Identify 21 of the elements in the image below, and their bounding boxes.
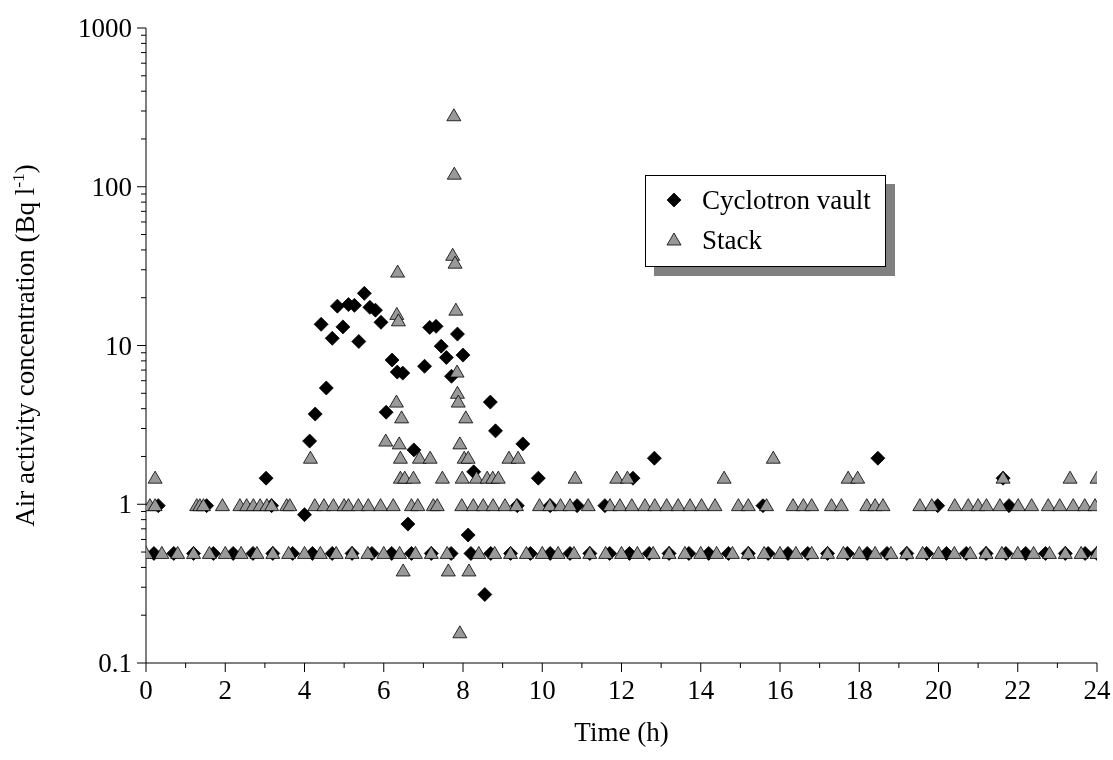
y-tick-label: 0.1 [98,648,132,678]
x-tick-label: 24 [1083,675,1111,705]
x-tick-label: 20 [925,675,952,705]
x-tick-label: 14 [687,675,715,705]
legend-label: Stack [702,224,762,257]
y-tick-label: 1000 [78,13,132,43]
x-tick-label: 18 [845,675,873,705]
x-tick-label: 4 [297,675,312,705]
y-tick-label: 1 [118,489,132,520]
y-tick-label: 10 [105,330,132,361]
legend-label: Cyclotron vault [702,184,871,217]
x-tick-label: 2 [218,675,232,705]
x-tick-label: 10 [528,675,556,705]
x-tick-label: 6 [377,675,391,705]
x-tick-label: 0 [139,675,153,705]
x-tick-label: 12 [608,675,635,705]
x-tick-label: 8 [456,675,470,705]
x-axis-title: Time (h) [574,717,669,747]
y-tick-label: 100 [91,171,132,202]
x-tick-label: 22 [1004,675,1032,705]
x-tick-label: 16 [766,675,794,705]
